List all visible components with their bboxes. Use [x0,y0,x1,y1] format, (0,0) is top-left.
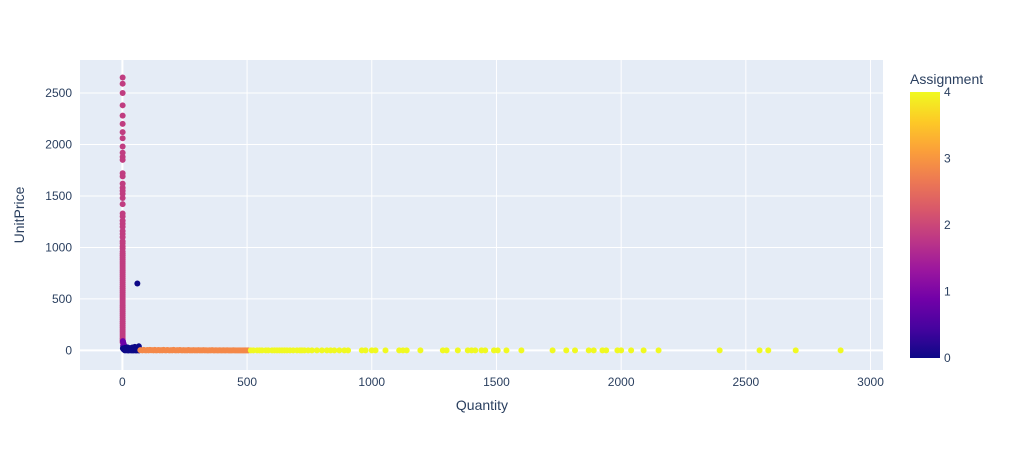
colorbar-tick-label: 0 [944,351,951,365]
colorbar-tick-label: 2 [944,218,951,232]
data-point-assignment-4[interactable] [336,347,343,354]
colorbar-title: Assignment [910,71,983,87]
data-point-assignment-4[interactable] [572,347,579,354]
data-point-assignment-4[interactable] [756,347,763,354]
data-point-assignment-2[interactable] [119,190,126,197]
data-point-assignment-4[interactable] [372,347,379,354]
data-point-assignment-4[interactable] [590,347,597,354]
x-tick-label: 500 [237,375,257,389]
data-point-assignment-4[interactable] [585,347,592,354]
data-point-assignment-4[interactable] [362,347,369,354]
data-point-assignment-4[interactable] [443,347,450,354]
data-point-assignment-2[interactable] [119,74,126,81]
data-point-assignment-2[interactable] [119,156,126,163]
data-point-assignment-2[interactable] [119,195,126,202]
x-tick-label: 2500 [732,375,759,389]
y-axis-ticks: 0 500 1000 1500 2000 2500 [45,86,72,357]
colorbar-tick-label: 4 [944,85,951,99]
data-point-assignment-4[interactable] [308,347,315,354]
data-point-assignment-4[interactable] [603,347,610,354]
data-point-assignment-4[interactable] [640,347,647,354]
data-point-assignment-2[interactable] [119,223,126,230]
x-axis-ticks: 0 500 1000 1500 2000 2500 3000 [119,375,884,389]
y-tick-label: 2500 [45,86,72,100]
data-point-assignment-4[interactable] [765,347,772,354]
data-point-assignment-2[interactable] [119,80,126,87]
data-point-assignment-4[interactable] [655,347,662,354]
data-point-assignment-4[interactable] [345,347,352,354]
data-points[interactable] [119,74,844,354]
colorbar-tick-label: 3 [944,152,951,166]
data-point-assignment-2[interactable] [119,112,126,119]
data-point-assignment-4[interactable] [628,347,635,354]
data-point-assignment-4[interactable] [618,347,625,354]
data-point-assignment-4[interactable] [716,347,723,354]
data-point-assignment-4[interactable] [331,347,338,354]
x-tick-label: 3000 [857,375,884,389]
data-point-assignment-2[interactable] [119,234,126,241]
data-point-assignment-2[interactable] [119,129,126,136]
data-point-assignment-2[interactable] [119,120,126,127]
data-point-assignment-4[interactable] [382,347,389,354]
plot-background [80,60,883,370]
y-tick-label: 500 [52,292,72,306]
data-point-assignment-4[interactable] [837,347,844,354]
data-point-assignment-2[interactable] [119,89,126,96]
data-point-assignment-2[interactable] [119,135,126,142]
data-point-assignment-4[interactable] [563,347,570,354]
x-tick-label: 1500 [483,375,510,389]
data-point-assignment-4[interactable] [454,347,461,354]
data-point-assignment-4[interactable] [472,347,479,354]
x-axis-title: Quantity [456,397,508,413]
data-point-assignment-4[interactable] [503,347,510,354]
data-point-assignment-2[interactable] [119,143,126,150]
colorbar-tick-label: 1 [944,285,951,299]
colorbar [910,92,940,358]
data-point-assignment-2[interactable] [119,149,126,156]
data-point-assignment-2[interactable] [119,213,126,220]
data-point-assignment-2[interactable] [119,102,126,109]
data-point-assignment-4[interactable] [403,347,410,354]
x-tick-label: 0 [119,375,126,389]
data-point-assignment-4[interactable] [417,347,424,354]
colorbar-ticks: 0 1 2 3 4 [944,85,951,365]
y-tick-label: 2000 [45,137,72,151]
data-point-assignment-2[interactable] [119,180,126,187]
data-point-assignment-4[interactable] [792,347,799,354]
data-point-assignment-2[interactable] [119,201,126,208]
data-point-assignment-4[interactable] [482,347,489,354]
y-tick-label: 0 [65,343,72,357]
y-tick-label: 1000 [45,240,72,254]
x-tick-label: 2000 [608,375,635,389]
data-point-assignment-4[interactable] [313,347,320,354]
data-point-assignment-4[interactable] [494,347,501,354]
data-point-assignment-4[interactable] [318,347,325,354]
x-tick-label: 1000 [358,375,385,389]
data-point-assignment-0[interactable] [134,280,141,287]
y-axis-title: UnitPrice [11,186,27,243]
data-point-assignment-4[interactable] [549,347,556,354]
y-tick-label: 1500 [45,189,72,203]
data-point-assignment-4[interactable] [518,347,525,354]
data-point-assignment-2[interactable] [119,173,126,180]
